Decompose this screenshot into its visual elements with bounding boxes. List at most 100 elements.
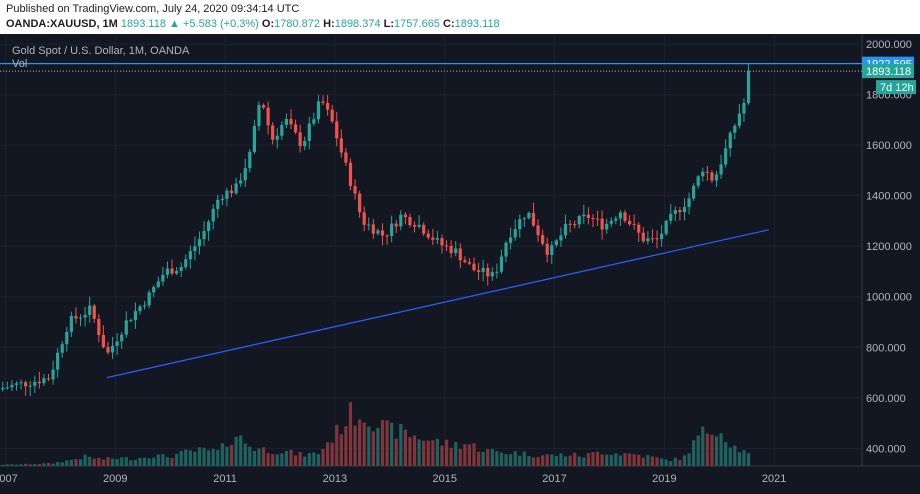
volume-bar	[266, 453, 270, 466]
candle-body	[175, 270, 179, 274]
volume-bar	[101, 459, 106, 466]
candle-body	[449, 245, 453, 254]
candle-body	[138, 306, 142, 312]
candle-body	[563, 223, 568, 236]
candle-body	[522, 218, 526, 220]
volume-bar	[394, 438, 398, 466]
candle-body	[696, 176, 700, 186]
candle-body	[165, 268, 170, 275]
price-chart[interactable]: 2000.0001800.0001600.0001400.0001200.000…	[0, 34, 920, 494]
candle-body	[367, 224, 371, 226]
volume-bar	[586, 453, 590, 466]
volume-bar	[380, 420, 385, 466]
volume-bar	[133, 459, 138, 466]
candle-body	[440, 238, 444, 246]
volume-bar	[678, 459, 682, 466]
y-tick-label: 1000.000	[866, 292, 912, 304]
volume-bar	[705, 433, 709, 466]
volume-bar	[97, 457, 101, 466]
candle-body	[467, 262, 472, 264]
volume-bar	[78, 459, 83, 466]
candle-body	[618, 212, 623, 219]
volume-bar	[376, 427, 380, 466]
candle-body	[724, 148, 728, 165]
candle-body	[289, 118, 293, 125]
volume-bar	[28, 464, 32, 466]
volume-bar	[412, 435, 417, 466]
high-label: H:	[323, 18, 335, 30]
candle-body	[737, 113, 741, 126]
candle-body	[577, 216, 581, 225]
volume-bar	[358, 419, 362, 466]
volume-bar	[609, 454, 613, 466]
volume-bar	[184, 449, 188, 466]
y-tick-label: 2000.000	[866, 39, 912, 51]
candle-body	[481, 268, 485, 272]
candle-body	[65, 331, 69, 345]
candle-body	[56, 352, 60, 370]
volume-bar	[371, 431, 375, 466]
volume-bar	[156, 454, 160, 466]
candle-body	[605, 223, 609, 230]
candle-body	[133, 311, 138, 321]
volume-bar	[623, 453, 627, 466]
y-tick-label: 1600.000	[866, 140, 912, 152]
candle-body	[225, 190, 229, 199]
x-tick-label: 2013	[323, 473, 347, 485]
candle-body	[513, 229, 517, 238]
volume-bar	[69, 459, 73, 466]
volume-bar	[1, 464, 5, 466]
high-value: 1898.374	[334, 18, 381, 30]
candle-body	[124, 320, 128, 335]
candle-body	[614, 218, 618, 221]
candle-body	[344, 152, 348, 163]
candle-body	[129, 320, 133, 322]
close-value: 1893.118	[454, 18, 500, 30]
volume-bar	[83, 454, 87, 466]
volume-bar	[165, 457, 170, 466]
volume-bar	[303, 456, 307, 466]
volume-bar	[458, 448, 462, 466]
candle-body	[403, 214, 407, 218]
candle-body	[641, 232, 645, 242]
candle-body	[554, 240, 558, 246]
candle-body	[586, 214, 590, 219]
volume-bar	[74, 459, 78, 466]
volume-bar	[545, 454, 549, 466]
candle-body	[275, 135, 279, 140]
candle-body	[701, 171, 705, 177]
candle-body	[348, 162, 353, 187]
volume-bar	[513, 451, 517, 466]
candle-body	[541, 235, 545, 244]
volume-bar	[504, 454, 508, 466]
candle-body	[353, 186, 357, 194]
volume-bar	[207, 450, 211, 466]
candle-body	[197, 239, 202, 247]
volume-bar	[289, 449, 293, 466]
volume-bar	[655, 457, 659, 466]
volume-bar	[312, 452, 316, 466]
volume-bar	[481, 451, 485, 466]
volume-bar	[42, 463, 46, 466]
candle-body	[678, 210, 682, 213]
volume-bar	[618, 455, 623, 466]
candle-body	[458, 248, 462, 261]
candle-body	[330, 109, 334, 122]
ohlc-line: OANDA:XAUUSD, 1M 1893.118 ▲ +5.583 (+0.3…	[6, 18, 500, 30]
candle-body	[110, 345, 115, 353]
candle-body	[37, 381, 41, 384]
volume-bar	[600, 454, 604, 466]
volume-bar	[701, 426, 705, 466]
candle-body	[371, 224, 375, 234]
candle-body	[669, 213, 673, 221]
volume-bar	[728, 447, 732, 466]
volume-bar	[746, 453, 751, 466]
volume-bar	[568, 455, 572, 466]
volume-bar	[33, 464, 37, 466]
candle-body	[495, 271, 499, 273]
candle-body	[14, 383, 19, 385]
candle-body	[394, 223, 398, 227]
candle-body	[412, 225, 417, 227]
candle-body	[742, 102, 746, 114]
